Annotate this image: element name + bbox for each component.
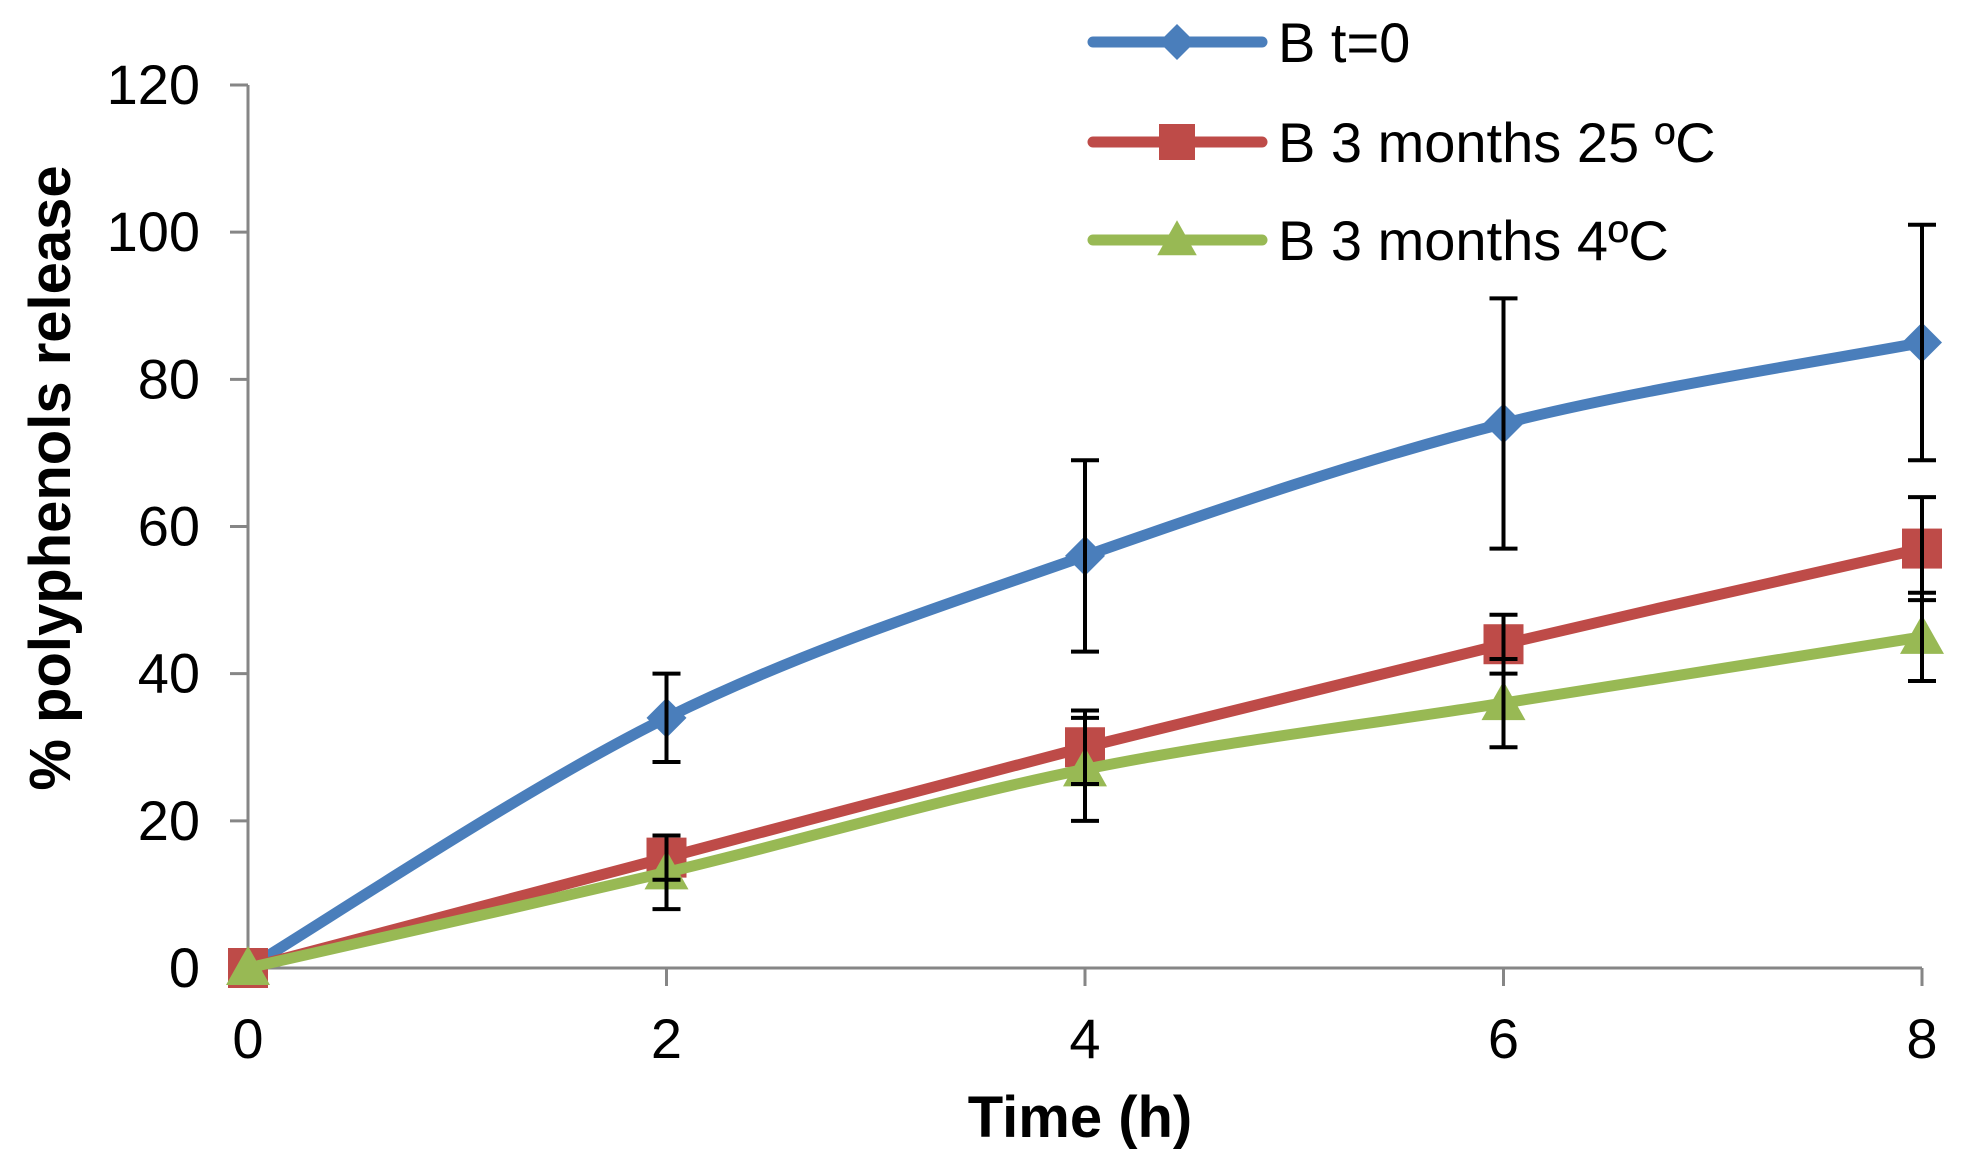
series-layer — [226, 322, 1944, 988]
y-axis-title: % polyphenols release — [18, 165, 83, 790]
error-bar — [1071, 458, 1099, 654]
y-tick-label: 20 — [138, 789, 200, 852]
y-tick-label: 80 — [138, 347, 200, 410]
y-tick-label: 120 — [107, 53, 200, 116]
legend: B t=0 B 3 months 25 ºC B 3 months 4ºC — [1087, 11, 1716, 272]
legend-marker-square — [1159, 124, 1195, 160]
error-bar — [1908, 590, 1936, 684]
error-bar — [652, 671, 681, 764]
legend-marker-triangle — [1157, 220, 1197, 256]
error-bar — [1908, 222, 1936, 463]
legend-label: B 3 months 25 ºC — [1278, 111, 1716, 174]
y-tick-label: 40 — [138, 642, 200, 705]
data-point-triangle — [226, 946, 270, 985]
legend-item-1: B t=0 — [1087, 11, 1410, 74]
error-bar — [1489, 656, 1518, 750]
tick-labels: 0 20 40 60 80 100 120 0 2 4 6 8 — [107, 53, 1938, 1070]
legend-marker-diamond — [1159, 24, 1195, 60]
y-tick-label: 0 — [169, 936, 200, 999]
x-tick-label: 8 — [1906, 1007, 1937, 1070]
legend-label: B 3 months 4ºC — [1278, 209, 1669, 272]
error-bars — [652, 222, 1936, 912]
error-bar — [1071, 715, 1099, 823]
legend-label: B t=0 — [1278, 11, 1410, 74]
axes — [230, 83, 1924, 986]
x-tick-label: 2 — [651, 1007, 682, 1070]
legend-item-2: B 3 months 25 ºC — [1087, 111, 1716, 174]
error-bar — [1489, 296, 1518, 551]
x-tick-label: 4 — [1069, 1007, 1100, 1070]
y-tick-label: 60 — [138, 495, 200, 558]
x-tick-label: 0 — [232, 1007, 263, 1070]
legend-item-3: B 3 months 4ºC — [1087, 209, 1669, 272]
x-axis-title: Time (h) — [968, 1085, 1193, 1150]
series-line-1 — [242, 337, 1928, 974]
x-tick-label: 6 — [1488, 1007, 1519, 1070]
error-bar — [652, 833, 681, 912]
y-tick-label: 100 — [107, 200, 200, 263]
series-1 — [228, 322, 1942, 988]
